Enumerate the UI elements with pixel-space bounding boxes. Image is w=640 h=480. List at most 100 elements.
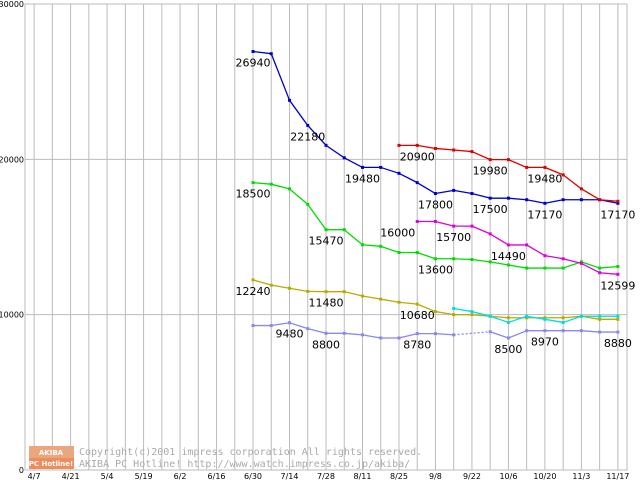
series-segment xyxy=(599,199,618,202)
series-3 xyxy=(251,181,620,270)
series-6 xyxy=(452,306,620,324)
data-point xyxy=(360,243,364,247)
series-segment xyxy=(581,330,600,333)
data-label: 19480 xyxy=(527,172,562,185)
y-tick-label: 30000 xyxy=(0,0,24,9)
series-segment xyxy=(562,174,582,190)
data-point xyxy=(342,156,346,160)
series-segment xyxy=(471,192,491,199)
data-point xyxy=(415,219,419,223)
data-point xyxy=(433,332,437,336)
data-label: 13600 xyxy=(418,264,453,277)
series-segment xyxy=(435,220,454,227)
x-tick-label: 9/8 xyxy=(429,472,442,480)
data-label: 12240 xyxy=(236,285,271,298)
data-point xyxy=(415,302,419,306)
series-segment xyxy=(599,265,618,269)
data-point xyxy=(579,314,583,318)
data-point xyxy=(269,283,273,287)
series-segment xyxy=(398,332,418,339)
data-point xyxy=(397,251,401,255)
series-1 xyxy=(251,50,620,205)
data-point xyxy=(433,192,437,196)
grid xyxy=(24,3,628,471)
data-point xyxy=(598,330,602,334)
data-point xyxy=(397,300,401,304)
series-segment xyxy=(508,197,527,201)
series-segment xyxy=(489,315,509,324)
data-point xyxy=(598,266,602,270)
data-point xyxy=(452,313,456,317)
data-point xyxy=(251,324,255,328)
series-segment xyxy=(544,254,564,260)
series-segment xyxy=(362,295,381,300)
data-point xyxy=(470,258,474,262)
data-point xyxy=(579,260,583,264)
series-segment xyxy=(453,189,473,195)
series-segment xyxy=(581,188,600,201)
x-tick-label: 8/11 xyxy=(354,472,372,480)
series-segment xyxy=(435,147,454,151)
x-tick-label: 4/7 xyxy=(28,472,41,480)
data-label: 15700 xyxy=(436,231,471,244)
series-segment xyxy=(398,301,418,305)
y-tick-label: 20000 xyxy=(0,155,24,164)
series-segment xyxy=(471,258,491,263)
series-segment xyxy=(271,284,290,289)
data-labels: 26940 22180 19480 17800 17500 17170 17170 20900… xyxy=(236,57,636,356)
data-point xyxy=(379,336,383,340)
data-point xyxy=(470,313,474,317)
data-point xyxy=(470,310,474,314)
data-point xyxy=(525,165,529,169)
data-point xyxy=(543,266,547,270)
data-point xyxy=(433,219,437,223)
series-segment xyxy=(289,322,308,330)
series-segment xyxy=(471,310,491,317)
series-segment xyxy=(362,244,381,247)
data-point xyxy=(543,254,547,258)
series-segment xyxy=(435,310,454,316)
data-point xyxy=(579,261,583,265)
data-point xyxy=(415,181,419,185)
data-point xyxy=(342,228,346,232)
data-point xyxy=(488,260,492,264)
data-label: 17170 xyxy=(527,208,562,221)
series-segment xyxy=(453,307,473,313)
data-point xyxy=(598,317,602,321)
data-point xyxy=(452,333,456,337)
data-label: 8880 xyxy=(604,337,632,350)
series-segment xyxy=(526,244,546,257)
series-segment xyxy=(490,315,509,319)
series-segment xyxy=(544,166,564,176)
data-point xyxy=(525,329,529,333)
x-tick-label: 10/20 xyxy=(533,472,556,480)
logo-bottom-band xyxy=(29,458,74,469)
data-point xyxy=(543,329,547,333)
data-point xyxy=(324,290,328,294)
x-tick-label: 7/28 xyxy=(317,472,335,480)
data-point xyxy=(543,317,547,321)
credit-block: AKIBA PC Hotline! Copyright(c)2001 impre… xyxy=(29,446,422,470)
data-point xyxy=(488,196,492,200)
data-point xyxy=(543,316,547,320)
series-segment xyxy=(562,258,582,265)
series-segment xyxy=(544,199,564,204)
series-segment xyxy=(288,99,309,126)
series-segment xyxy=(271,183,290,190)
data-point xyxy=(324,143,328,147)
series-segment xyxy=(581,262,600,274)
series-segment xyxy=(526,315,546,320)
data-point xyxy=(397,143,401,147)
data-label: 10680 xyxy=(400,309,435,322)
data-point xyxy=(470,224,474,228)
data-label: 14490 xyxy=(491,250,526,263)
data-label: 8970 xyxy=(531,336,559,349)
data-point xyxy=(415,332,419,336)
series-segment xyxy=(563,315,582,319)
x-tick-label: 8/25 xyxy=(390,472,408,480)
x-tick-label: 5/19 xyxy=(135,472,153,480)
data-label: 20900 xyxy=(400,150,435,163)
data-label: 8780 xyxy=(403,339,431,352)
data-point xyxy=(598,271,602,275)
